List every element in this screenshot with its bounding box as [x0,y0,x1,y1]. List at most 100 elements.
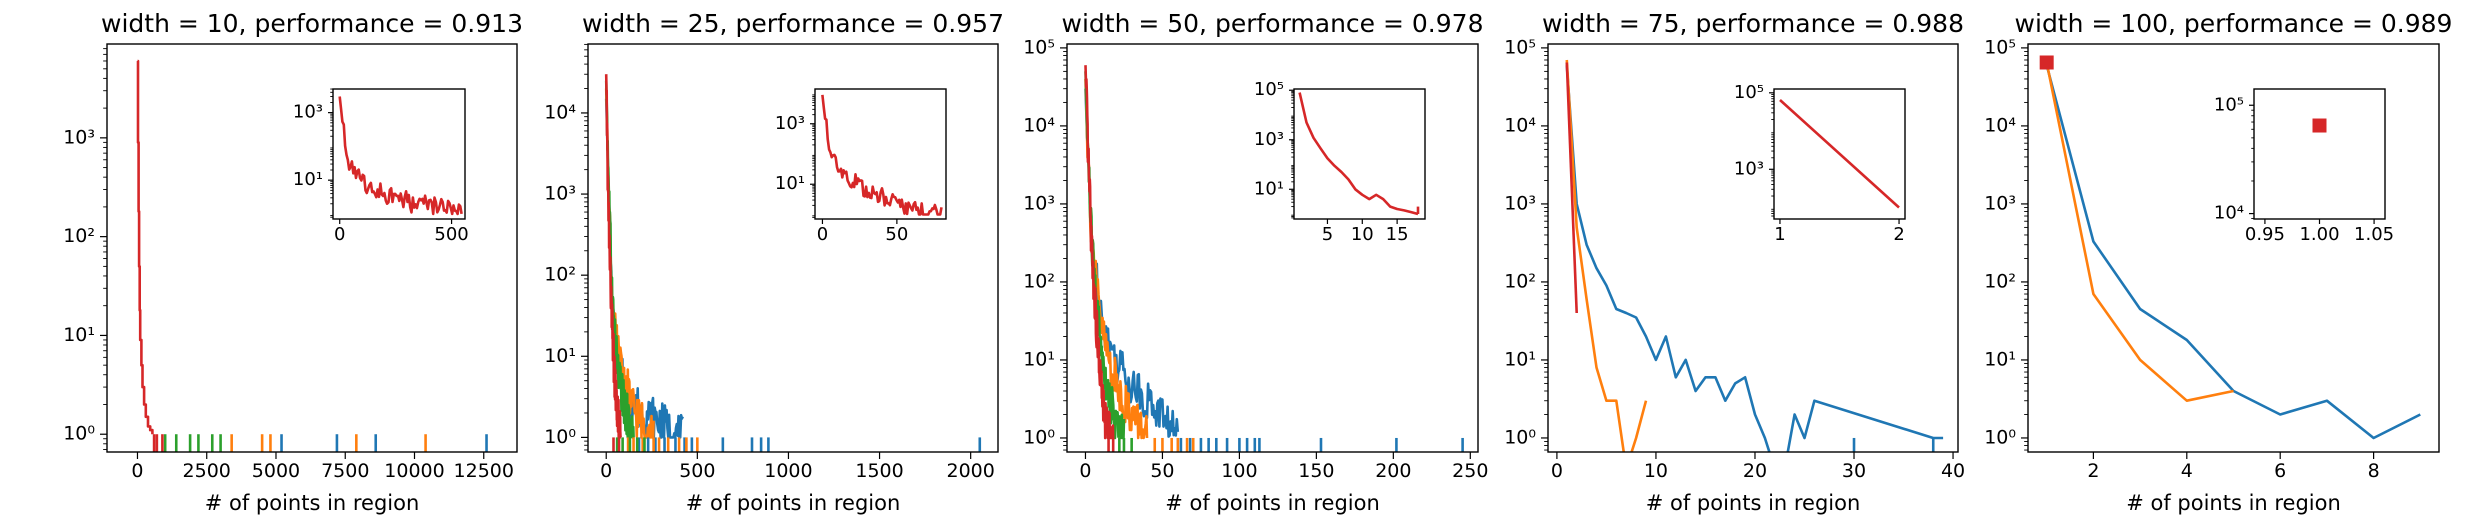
panel-5-inset-xtick-label-0: 0.95 [2245,224,2285,245]
panel-5-ytick-label-2: 10² [1984,270,2016,292]
panel-3-inset-xtick-label-0: 5 [1322,224,1333,245]
panel-2-series-3 [604,74,622,439]
panel-3-inset-bg [1294,89,1425,219]
panel-3-xtick-label-5: 250 [1452,460,1488,482]
panel-5-ytick-label-1: 10¹ [1984,348,2016,370]
panel-2-xtick-label-1: 500 [679,460,715,482]
panel-2-ytick-label-0: 10⁰ [544,426,576,448]
panel-2-inset-plot-area [821,94,943,216]
panel-1-title: width = 10, performance = 0.913 [101,9,523,38]
panel-4-ytick-label-4: 10⁴ [1504,114,1536,136]
panel-5-xlabel: # of points in region [2126,491,2341,515]
panel-5-inset-marker-0 [2312,118,2327,133]
panel-4-ytick-label-2: 10² [1504,270,1536,292]
panel-3-ytick-label-0: 10⁰ [1023,426,1055,448]
panel-3-series-1 [1084,78,1149,440]
panel-1-ytick-label-0: 10⁰ [63,423,95,445]
panel-3-ytick-label-4: 10⁴ [1023,114,1055,136]
panel-2-ytick-label-4: 10⁴ [544,101,576,123]
panel-3-xtick-label-3: 150 [1298,460,1334,482]
panel-4-xtick-label-2: 20 [1743,460,1767,482]
panel-3-inset-ytick-label-1: 10³ [1254,129,1284,150]
panel-3-title: width = 50, performance = 0.978 [1062,9,1484,38]
panel-2-xtick-label-4: 2000 [946,460,994,482]
panel-4-xtick-label-0: 0 [1551,460,1563,482]
panel-5-xtick-label-2: 6 [2274,460,2286,482]
panel-2-frame [587,43,999,453]
panel-4-inset-ytick-label-0: 10³ [1734,158,1764,179]
panel-4-inset-axes: 1 2 10³ 10⁵ [1734,82,1906,245]
panel-1-ytick-label-1: 10¹ [63,324,95,346]
panel-1-xtick-label-0: 0 [131,460,143,482]
panel-2-plot-area [604,74,982,452]
panel-1-inset-xtick-label-1: 500 [434,224,468,245]
panel-1-xtick-label-2: 5000 [252,460,300,482]
panel-1-xtick-label-3: 7500 [321,460,369,482]
panel-5-inset-bg [2254,89,2385,219]
panel-4-ytick-label-0: 10⁰ [1504,426,1536,448]
panel-1-axes: 0 2500 5000 7500 10000 12500 10⁰ 10¹ 10² 10³ [63,43,518,482]
panel-3-series-3 [1084,65,1115,440]
panel-3-xtick-label-0: 0 [1079,460,1091,482]
panel-1-series-0 [136,59,154,435]
panel-5-ytick-label-4: 10⁴ [1984,114,2016,136]
panel-5-ytick-label-5: 10⁵ [1984,36,2016,58]
panel-4-ytick-label-3: 10³ [1504,192,1536,214]
panel-3-inset-axes: 5 10 15 10¹ 10³ 10⁵ [1254,79,1426,245]
panel-4-xtick-label-3: 30 [1842,460,1866,482]
panel-3-inset-series-0 [1298,92,1419,216]
panel-1-inset-axes: 0 500 10¹ 10³ [293,88,469,245]
panel-4-inset-plot-area [1779,99,1900,209]
panel-3-inset-xtick-label-2: 15 [1386,224,1409,245]
panel-3-ytick-label-3: 10³ [1023,192,1055,214]
panel-2-inset-xtick-label-0: 0 [817,224,828,245]
panel-1-frame [106,43,518,453]
panel-4-series-1 [1565,59,1648,452]
panel-4-ytick-label-1: 10¹ [1504,348,1536,370]
panel-5-inset-xtick-label-1: 1.00 [2299,224,2339,245]
panel-1-ytick-label-3: 10³ [63,126,95,148]
panel-2-xtick-label-3: 1500 [855,460,903,482]
panel-3-series-0 [1084,88,1180,438]
panel-1-ytick-label-2: 10² [63,225,95,247]
panel-4-xtick-label-1: 10 [1644,460,1668,482]
panel-3-xlabel: # of points in region [1165,491,1380,515]
panel-2-inset-frame [814,88,947,220]
panel-4-xtick-label-4: 40 [1941,460,1965,482]
panel-4-series-2 [1565,62,1578,314]
panel-2-inset-axes: 0 50 10¹ 10³ [775,88,947,245]
panel-4-frame [1547,43,1959,453]
panel-1-inset-series-0 [338,96,463,216]
panel-3-frame [1066,43,1479,453]
panel-1-xlabel: # of points in region [205,491,420,515]
panel-2-ytick-label-2: 10² [544,264,576,286]
panel-2-inset-ytick-label-1: 10³ [775,113,805,134]
panel-5-inset-xtick-label-2: 1.05 [2354,224,2394,245]
panel-3-ytick-label-1: 10¹ [1023,348,1055,370]
panel-4-inset-xtick-label-1: 2 [1893,224,1904,245]
panel-1-inset-ytick-label-1: 10³ [293,102,323,123]
panel-3-xtick-label-2: 100 [1221,460,1257,482]
panel-5-xtick-label-3: 8 [2368,460,2380,482]
panel-2-xtick-label-0: 0 [600,460,612,482]
panel-4-title: width = 75, performance = 0.988 [1542,9,1964,38]
panel-3-inset-frame [1293,88,1426,220]
panel-3-inset-ytick-label-2: 10⁵ [1254,79,1284,100]
panel-2-xtick-label-2: 1000 [764,460,812,482]
panel-3-inset-xtick-label-1: 10 [1351,224,1374,245]
panel-1-xtick-label-1: 2500 [183,460,231,482]
panel-1-xtick-label-5: 12500 [454,460,514,482]
panel-5-xtick-label-1: 4 [2181,460,2193,482]
panel-5-marker-0 [2039,55,2054,70]
panel-3-xtick-label-1: 50 [1150,460,1174,482]
panel-3-xtick-label-4: 200 [1375,460,1411,482]
panel-4-inset-ytick-label-1: 10⁵ [1734,82,1764,103]
panel-5-inset-ytick-label-0: 10⁴ [2214,203,2244,224]
panel-5-xtick-label-0: 2 [2087,460,2099,482]
panel-1-xtick-label-4: 10000 [384,460,444,482]
panel-5-ytick-label-0: 10⁰ [1984,426,2016,448]
panel-5-series-1 [2045,62,2234,402]
panel-5-ytick-label-3: 10³ [1984,192,2016,214]
panel-4-inset-series-0 [1779,99,1900,209]
